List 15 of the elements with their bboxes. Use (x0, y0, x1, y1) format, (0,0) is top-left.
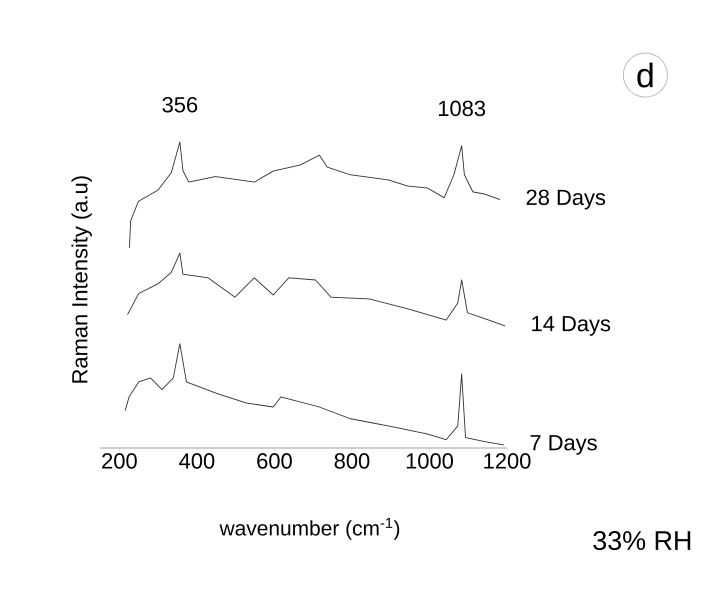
annotation: 356 (162, 96, 198, 112)
series-label: 14 Days (532, 316, 610, 336)
x-axis-title: wavenumber (cm$^{-1}$) (220, 518, 400, 540)
x-tick-label: 600 (257, 453, 292, 469)
x-tick-label: 800 (334, 453, 370, 469)
text: 33% RH (593, 531, 690, 550)
y-axis-title: Raman Intensity (a.u) (71, 176, 92, 383)
annotation: 1083 (438, 100, 486, 116)
series-label: 28 Days (526, 190, 606, 210)
text: d (637, 62, 653, 88)
series-label: 7 Days (530, 435, 597, 455)
x-tick-label: 1200 (484, 453, 531, 469)
x-tick-label: 200 (102, 453, 137, 469)
x-tick-label: 1000 (406, 453, 453, 469)
x-tick-label: 400 (179, 453, 214, 469)
